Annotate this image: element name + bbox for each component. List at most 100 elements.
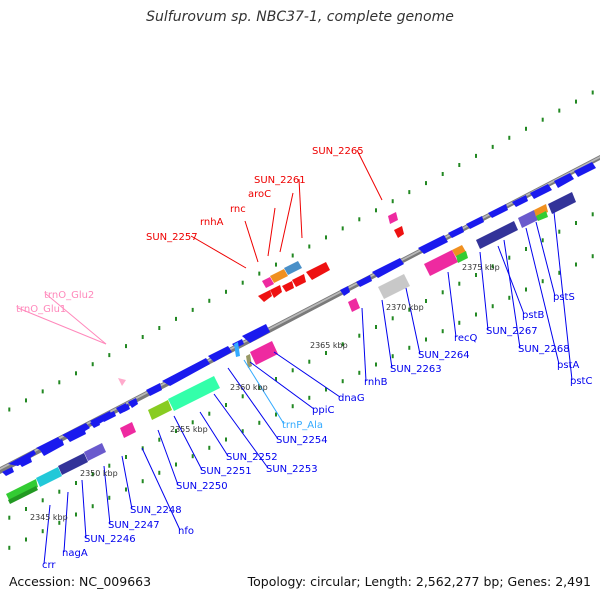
forward-gene (554, 173, 574, 188)
leader-line (447, 271, 457, 338)
leader-line (243, 359, 285, 425)
gc-dot (275, 412, 277, 417)
reverse-strand-features (118, 226, 404, 386)
leader-line (298, 178, 303, 239)
gene-label-rnha: rnhA (200, 217, 224, 228)
feature-blocks (2, 192, 576, 504)
gc-dot (325, 387, 327, 392)
forward-gene (340, 286, 350, 296)
gc-dot (175, 316, 177, 321)
cds-block (424, 250, 458, 276)
gc-dot (475, 312, 477, 317)
gc-dot (208, 411, 211, 416)
gene-label-sun_2253: SUN_2253 (266, 464, 318, 475)
gene-label-sun_2248: SUN_2248 (130, 505, 182, 516)
cds-block (168, 376, 220, 411)
trna-marker (234, 342, 240, 357)
forward-gene (372, 258, 404, 278)
gc-dot (141, 479, 144, 484)
gc-dot (391, 316, 394, 321)
cds-block (246, 354, 252, 368)
gc-dot (191, 420, 194, 425)
position-ticks: 2345 kbp 2350 kbp 2355 kbp 2360 kbp 2365 kbp… (30, 263, 500, 522)
rna-block (6, 479, 38, 502)
leader-line (405, 287, 421, 355)
gc-dot (41, 529, 44, 534)
gene-label-rnc: rnc (230, 204, 246, 215)
gc-dot (375, 208, 377, 213)
cds-block (452, 245, 466, 257)
position-tick-label: 2365 kbp (310, 341, 348, 350)
gc-dot (391, 199, 394, 204)
gc-dot (208, 445, 211, 450)
gene-label-sun_2250: SUN_2250 (176, 481, 228, 492)
gc-dot (125, 487, 127, 492)
gc-dot (508, 295, 511, 300)
gc-dot (275, 377, 277, 381)
gc-dot (408, 307, 411, 312)
leader-line (361, 307, 367, 382)
forward-gene (574, 162, 596, 177)
leader-line (157, 429, 179, 486)
gene-label-sun_2265: SUN_2265 (312, 146, 364, 157)
position-tick-label: 2375 kbp (462, 263, 500, 272)
gc-dot (8, 545, 11, 550)
forward-gene (90, 419, 100, 428)
reverse-gene (394, 226, 404, 238)
cds-block (536, 211, 548, 221)
leader-line (81, 479, 87, 539)
leader-line (103, 465, 111, 525)
gene-label-nfo: nfo (178, 526, 194, 537)
forward-gene (208, 346, 232, 362)
forward-gene (36, 437, 62, 452)
genome-summary: Topology: circular; Length: 2,562,277 bp… (247, 574, 591, 589)
gc-dot (541, 238, 544, 243)
gene-label-sun_2268: SUN_2268 (518, 344, 570, 355)
leader-line (267, 207, 276, 257)
gc-dot (225, 437, 227, 442)
gc-dot (458, 163, 461, 167)
gc-dot (291, 368, 294, 373)
cds-block (36, 467, 62, 487)
gc-dot (141, 335, 144, 339)
leader-line (525, 227, 560, 365)
gc-dot (75, 481, 77, 485)
gc-dot (291, 253, 294, 258)
gene-label-crr: crr (42, 560, 56, 571)
leader-line (244, 220, 259, 263)
gene-label-sun_2263: SUN_2263 (390, 364, 442, 375)
forward-gene (120, 404, 130, 412)
label-leader-lines (17, 149, 573, 565)
forward-gene (2, 467, 14, 476)
gc-dot (358, 370, 361, 375)
gc-dot (425, 337, 427, 342)
gc-dot (591, 212, 594, 217)
gc-dot (25, 507, 27, 511)
cds-block (534, 204, 548, 217)
gc-dot (558, 270, 561, 275)
gc-dot (441, 329, 444, 334)
forward-gene (128, 398, 138, 408)
leader-line (356, 149, 383, 201)
gc-dot (575, 221, 577, 225)
leader-line (141, 447, 181, 531)
cds-block (58, 453, 88, 475)
cds-block (120, 422, 136, 438)
reverse-gene (306, 262, 330, 280)
gc-dot (75, 512, 77, 517)
gc-dot (58, 380, 61, 385)
gene-label-sun_2251: SUN_2251 (200, 466, 252, 477)
gc-dot (425, 181, 427, 186)
leader-line (279, 192, 294, 253)
gc-dot (75, 371, 77, 376)
gc-dot (591, 90, 594, 95)
reverse-gene (292, 274, 306, 287)
accession-label: Accession: NC_009663 (9, 574, 152, 589)
gc-dot (525, 287, 527, 292)
gc-dot (158, 437, 161, 442)
gene-label-trno_glu1: trnO_Glu1 (16, 304, 66, 315)
gc-dot (458, 281, 461, 286)
forward-gene (100, 411, 116, 422)
gc-dot (341, 379, 344, 384)
